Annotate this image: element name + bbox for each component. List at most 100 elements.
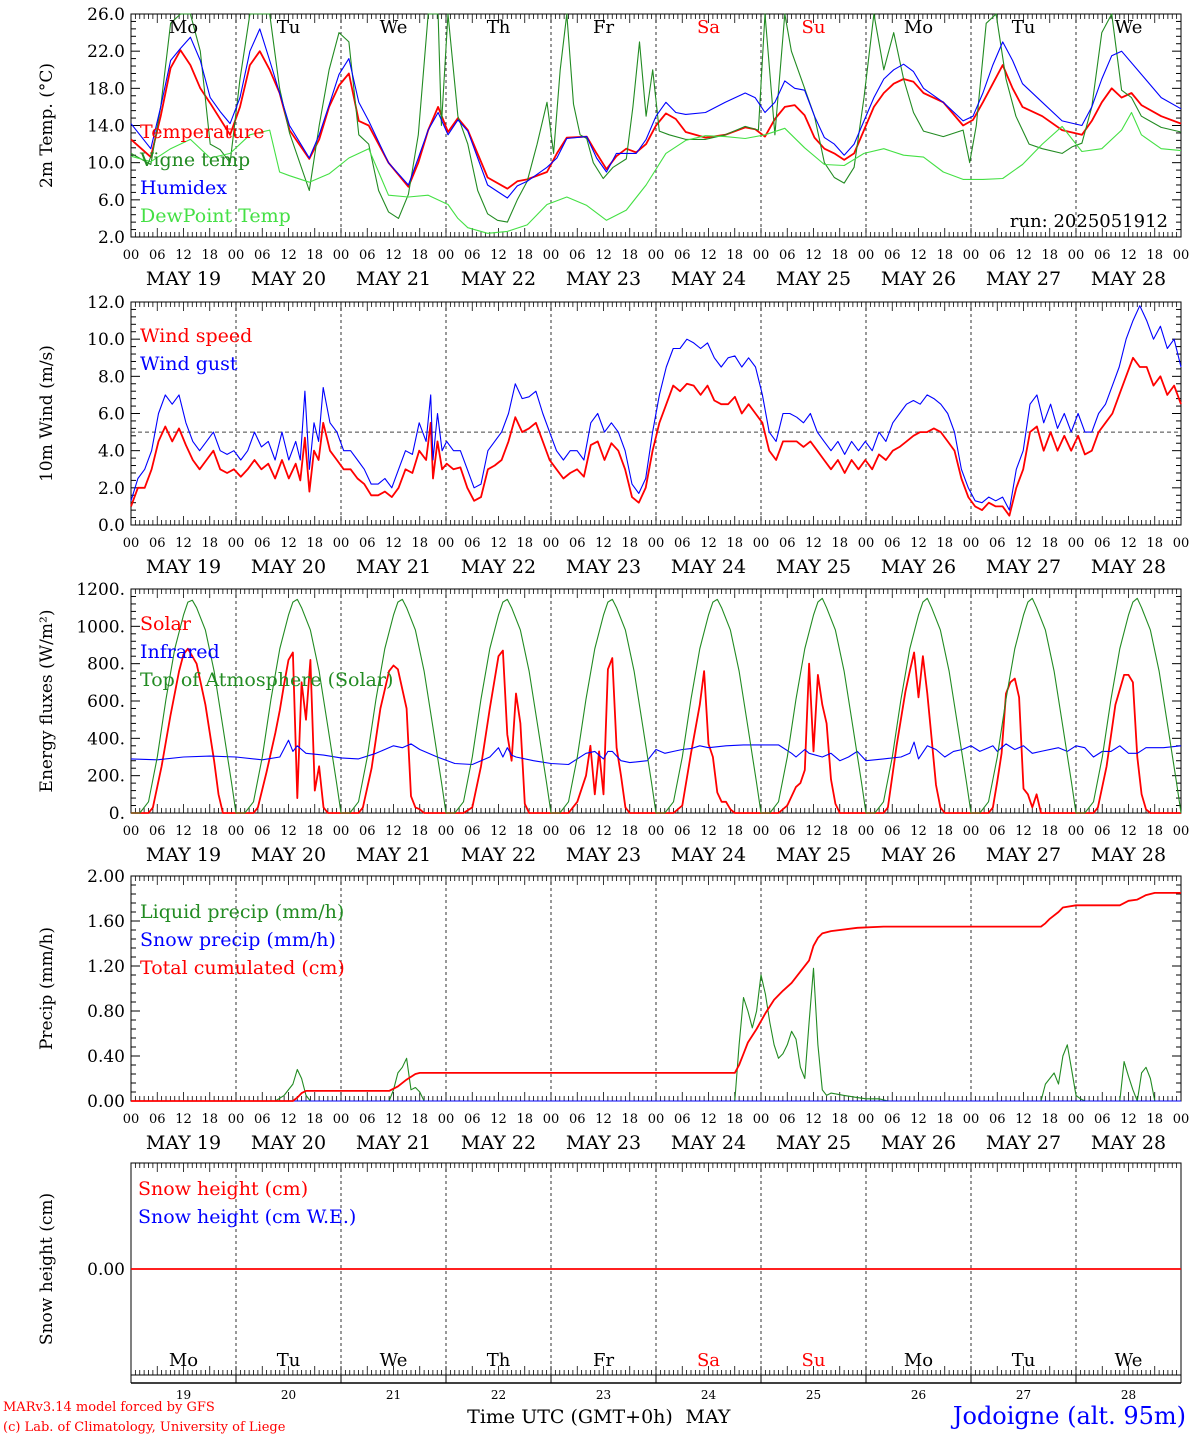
hour-tick-label: 12	[595, 248, 612, 263]
hour-tick-label: 06	[149, 1112, 166, 1127]
hour-tick-label: 00	[963, 824, 980, 839]
date-label: MAY 25	[776, 268, 851, 290]
hour-tick-label: 18	[306, 248, 323, 263]
date-label: MAY 20	[251, 844, 326, 866]
hour-tick-label: 00	[333, 824, 350, 839]
x-axis-title: Time UTC (GMT+0h)	[467, 1406, 673, 1428]
legend-entry: Humidex	[140, 177, 227, 199]
hour-tick-label: 12	[175, 248, 192, 263]
series-line	[131, 892, 1181, 1102]
legend-entry: Infrared	[140, 641, 220, 663]
date-label: MAY 23	[566, 844, 641, 866]
hour-tick-label: 12	[280, 248, 297, 263]
hour-tick-label: 18	[306, 824, 323, 839]
hour-tick-label: 18	[936, 248, 953, 263]
day-number-label: 23	[596, 1388, 611, 1402]
y-tick-label: 18.0	[87, 79, 125, 99]
hour-tick-label: 06	[359, 824, 376, 839]
y-tick-label: 0.80	[87, 1002, 125, 1022]
date-label: MAY 28	[1091, 268, 1166, 290]
station-name: Jodoigne (alt. 95m)	[952, 1402, 1186, 1430]
hour-tick-label: 06	[884, 536, 901, 551]
hour-tick-label: 06	[464, 248, 481, 263]
panel-1	[130, 13, 1182, 238]
hour-tick-label: 18	[621, 248, 638, 263]
y-tick-label: 1.20	[87, 957, 125, 977]
date-label: MAY 19	[146, 844, 221, 866]
hour-tick-label: 06	[779, 248, 796, 263]
hour-tick-label: 12	[595, 824, 612, 839]
y-tick-label: 14.0	[87, 117, 125, 137]
hour-tick-label: 00	[648, 536, 665, 551]
hour-tick-label: 06	[989, 824, 1006, 839]
y-tick-label: 22.0	[87, 42, 125, 62]
hour-tick-label: 12	[595, 536, 612, 551]
y-axis-label: Energy fluxes (W/m²)	[37, 610, 57, 793]
y-axis-label: 10m Wind (m/s)	[37, 345, 57, 482]
weekday-label: Mo	[169, 17, 198, 38]
hour-tick-label: 12	[385, 248, 402, 263]
hour-tick-label: 06	[359, 1112, 376, 1127]
hour-tick-label: 00	[123, 536, 140, 551]
y-tick-label: 2.00	[87, 867, 125, 887]
hour-tick-label: 00	[543, 824, 560, 839]
hour-tick-label: 00	[438, 1112, 455, 1127]
legend-entry: Wind speed	[140, 325, 252, 347]
hour-tick-label: 18	[306, 536, 323, 551]
date-label: MAY 20	[251, 268, 326, 290]
date-label: MAY 28	[1091, 556, 1166, 578]
date-label: MAY 21	[356, 268, 431, 290]
hour-tick-label: 00	[228, 536, 245, 551]
hour-tick-label: 00	[333, 248, 350, 263]
hour-tick-label: 18	[621, 1112, 638, 1127]
hour-tick-label: 06	[359, 536, 376, 551]
model-credit-line2: (c) Lab. of Climatology, University of L…	[3, 1420, 286, 1435]
legend-entry: Vigne temp	[139, 149, 250, 171]
y-axis-label: Snow height (cm)	[37, 1193, 57, 1345]
hour-tick-label: 00	[1068, 248, 1085, 263]
legend-entry: Liquid precip (mm/h)	[140, 901, 344, 923]
series-line	[130, 305, 1182, 511]
hour-tick-label: 06	[149, 824, 166, 839]
hour-tick-label: 00	[858, 1112, 875, 1127]
hour-tick-label: 06	[779, 824, 796, 839]
hour-tick-label: 00	[858, 536, 875, 551]
hour-tick-label: 18	[726, 824, 743, 839]
date-label: MAY 23	[566, 1132, 641, 1154]
hour-tick-label: 18	[1146, 536, 1163, 551]
y-tick-label: 800.	[87, 655, 125, 675]
hour-tick-label: 12	[490, 1112, 507, 1127]
hour-tick-label: 00	[123, 824, 140, 839]
hour-tick-label: 06	[149, 248, 166, 263]
date-label: MAY 28	[1091, 1132, 1166, 1154]
hour-tick-label: 12	[1120, 248, 1137, 263]
date-label: MAY 22	[461, 556, 536, 578]
hour-tick-label: 12	[175, 824, 192, 839]
date-label: MAY 20	[251, 1132, 326, 1154]
hour-tick-label: 06	[569, 824, 586, 839]
hour-tick-label: 18	[516, 536, 533, 551]
hour-tick-label: 12	[1015, 536, 1032, 551]
day-number-label: 22	[491, 1388, 506, 1402]
weekday-label: Tu	[277, 1350, 301, 1371]
hour-tick-label: 12	[1015, 824, 1032, 839]
y-tick-label: 10.0	[87, 330, 125, 350]
series-line	[130, 111, 1182, 234]
legend-entry: Wind gust	[140, 353, 238, 375]
hour-tick-label: 00	[123, 248, 140, 263]
hour-tick-label: 18	[726, 536, 743, 551]
series-line	[130, 739, 1182, 766]
hour-tick-label: 06	[569, 536, 586, 551]
hour-tick-label: 18	[411, 248, 428, 263]
y-tick-label: 1.60	[87, 912, 125, 932]
hour-tick-label: 18	[936, 536, 953, 551]
hour-tick-label: 00	[543, 1112, 560, 1127]
hour-tick-label: 12	[700, 824, 717, 839]
run-label: run: 2025051912	[1010, 211, 1168, 232]
weekday-label: Mo	[904, 17, 933, 38]
date-label: MAY 20	[251, 556, 326, 578]
hour-tick-label: 12	[1120, 1112, 1137, 1127]
date-label: MAY 19	[146, 556, 221, 578]
hour-tick-label: 00	[648, 248, 665, 263]
